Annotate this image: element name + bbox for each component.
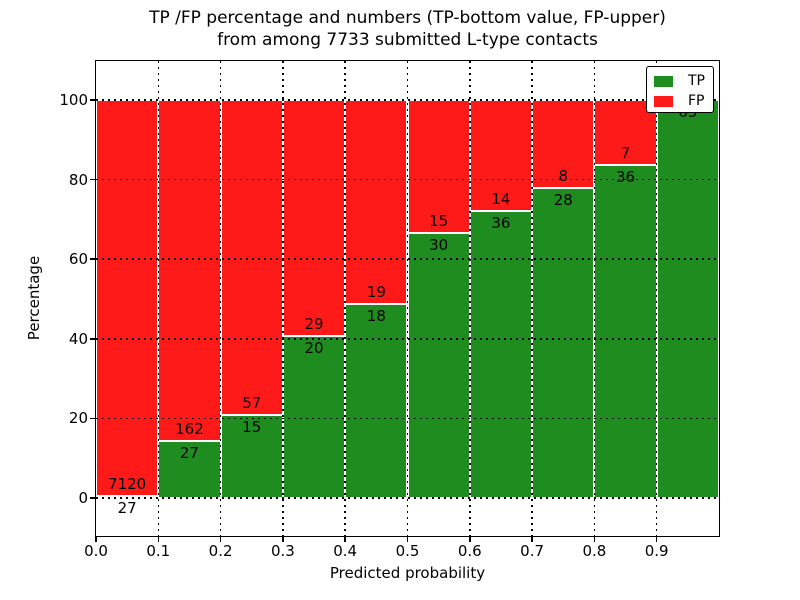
y-tick-label: 0 [78,489,88,507]
fp-count-label: 29 [304,314,324,333]
bar-segment-tp [345,304,408,498]
bar-segment-tp [220,415,283,498]
y-tick-mark [90,99,96,101]
bar-segment-tp [407,232,470,498]
x-tick-mark [655,536,658,542]
x-tick-mark [95,536,97,542]
fp-count-label: 162 [175,420,204,439]
y-tick-mark [90,258,96,260]
bar-segment-tp [656,100,719,498]
x-tick-label: 0.5 [395,542,420,560]
x-tick-mark [157,536,160,542]
x-tick-label: 0.1 [146,542,171,560]
x-tick-label: 0.6 [457,542,482,560]
y-tick-label: 60 [68,250,88,269]
bar-segment-fp [158,100,221,442]
plot-area: 7120271622757152920191815301436828736065 [96,61,719,536]
tp-count-label: 20 [304,338,324,357]
fp-count-label: 19 [366,283,386,302]
bar-segment-tp [158,441,221,498]
chart-title-line1: TP /FP percentage and numbers (TP-bottom… [149,8,666,28]
tp-count-label: 36 [615,167,636,186]
fp-count-label: 14 [491,190,511,209]
x-tick-label: 0.3 [270,542,295,560]
x-tick-mark [219,536,222,542]
tp-color-swatch [654,75,673,87]
x-tick-label: 0.7 [520,542,545,560]
y-tick-label: 40 [68,329,88,348]
fp-count-label: 7 [620,143,631,162]
x-tick-label: 0.0 [84,542,108,560]
bar-segment-tp [282,335,346,498]
fp-count-label: 8 [558,167,569,186]
chart-title-line2: from among 7733 submitted L-type contact… [217,30,598,50]
y-tick-label: 80 [68,170,88,189]
legend: TP FP [646,66,714,113]
tp-count-label: 30 [429,235,449,254]
tp-count-label: 28 [553,191,573,210]
bar-segment-fp [345,100,408,305]
x-tick-mark [344,536,346,542]
x-tick-mark [531,536,533,542]
fp-count-label: 15 [429,211,449,230]
y-tick-label: 100 [59,91,88,109]
x-axis-label: Predicted probability [329,564,486,582]
y-axis-label: Percentage [25,255,43,341]
legend-entry-tp: TP [654,72,713,90]
tp-count-label: 27 [179,444,199,463]
y-tick-mark [90,178,96,181]
bar-segment-tp [532,188,595,498]
legend-entry-fp: FP [654,92,713,110]
x-tick-mark [593,536,596,542]
bar-segment-fp [220,100,283,416]
x-tick-mark [282,536,284,542]
y-tick-label: 20 [68,409,88,428]
y-tick-mark [90,417,96,420]
x-tick-label: 0.2 [208,542,233,560]
bar-segment-fp [282,100,346,336]
y-tick-mark [90,338,96,340]
fp-count-label: 57 [242,394,262,413]
x-tick-label: 0.9 [644,542,669,560]
tp-count-label: 36 [491,214,511,233]
bar-segment-tp [96,496,159,499]
bar-segment-tp [594,164,657,498]
tp-count-label: 27 [117,499,137,518]
legend-label-fp: FP [688,93,705,109]
y-tick-mark [90,497,96,499]
tp-count-label: 15 [242,418,262,437]
x-tick-mark [469,536,471,542]
fp-count-label: 7120 [108,475,147,494]
x-tick-label: 0.8 [582,542,607,560]
tp-count-label: 18 [366,307,386,326]
bar-segment-fp [96,100,159,497]
bar-segment-tp [469,211,533,498]
x-tick-mark [406,536,409,542]
fp-color-swatch [654,95,673,107]
legend-label-tp: TP [688,73,705,89]
x-tick-label: 0.4 [333,542,358,560]
